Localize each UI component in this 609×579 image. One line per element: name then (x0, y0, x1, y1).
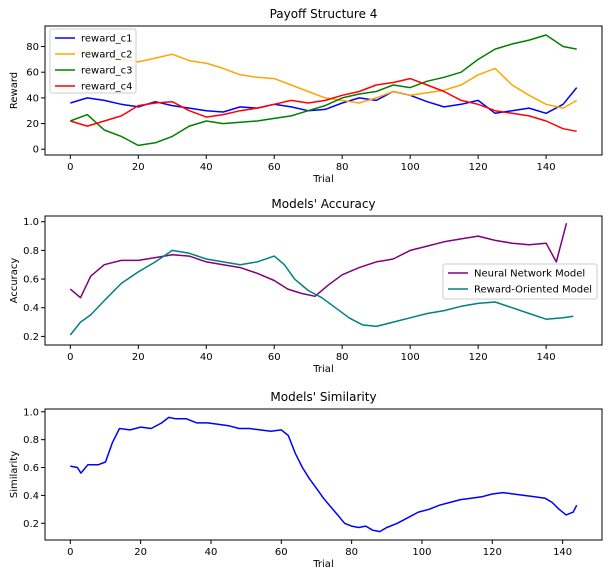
y-tick-label: 0.2 (23, 332, 39, 343)
x-tick-label: 80 (336, 162, 349, 173)
y-axis-label: Similarity (9, 451, 20, 498)
x-tick-label: 100 (401, 162, 420, 173)
series-line-1-0 (69, 223, 568, 299)
x-tick-label: 40 (200, 162, 213, 173)
legend-label: Reward-Oriented Model (474, 285, 592, 296)
y-tick-label: 1.0 (23, 217, 39, 228)
y-tick-label: 0.4 (23, 303, 39, 314)
axes-frame (44, 25, 603, 156)
y-tick-label: 0.8 (23, 435, 39, 446)
y-tick-label: 0.2 (23, 519, 39, 530)
y-tick-label: 0.6 (23, 463, 39, 474)
x-tick-label: 140 (537, 352, 556, 363)
axes-frame (44, 408, 603, 541)
y-tick-label: 60 (26, 68, 39, 79)
x-tick-label: 60 (268, 352, 281, 363)
legend-box (49, 28, 137, 94)
y-axis-label: Reward (9, 72, 20, 109)
x-tick-label: 20 (132, 352, 145, 363)
x-tick-label: 0 (67, 352, 73, 363)
series-line-0-0 (70, 87, 578, 115)
x-tick-label: 120 (469, 162, 488, 173)
x-tick-label: 80 (336, 352, 349, 363)
x-tick-label: 40 (200, 352, 213, 363)
legend: reward_c1 reward_c2 reward_c3 reward_c4 (49, 28, 137, 94)
x-tick-label: 0 (67, 162, 73, 173)
y-tick-label: 40 (26, 93, 39, 104)
x-tick-label: 120 (483, 547, 502, 558)
x-axis-label: Trial (312, 559, 333, 570)
x-tick-label: 20 (134, 547, 147, 558)
y-tick-label: 0 (33, 145, 39, 156)
chart-title: Models' Similarity (270, 390, 376, 404)
legend-label: reward_c1 (81, 34, 133, 45)
x-tick-label: 140 (537, 162, 556, 173)
y-tick-label: 0.6 (23, 275, 39, 286)
x-axis-label: Trial (312, 174, 333, 185)
legend-box (442, 263, 598, 300)
x-tick-label: 60 (275, 547, 288, 558)
plot-models-accuracy: 0 20 40 60 80 100 120 140 0.2 0.4 0.6 0.8 1.0 Models'… (9, 197, 603, 375)
y-tick-label: 1.0 (23, 407, 39, 418)
series-line-0-1 (70, 49, 578, 109)
y-tick-label: 0.8 (23, 246, 39, 257)
legend-label: reward_c2 (81, 50, 133, 61)
x-tick-label: 80 (345, 547, 358, 558)
y-axis-label: Accuracy (9, 258, 20, 304)
series-line-1-1 (69, 249, 574, 336)
x-tick-label: 100 (401, 352, 420, 363)
axes-frame (44, 215, 603, 346)
x-tick-label: 40 (205, 547, 218, 558)
x-tick-label: 140 (553, 547, 572, 558)
y-tick-label: 20 (26, 119, 39, 130)
x-tick-label: 100 (412, 547, 431, 558)
y-tick-label: 0.4 (23, 491, 39, 502)
series-line-0-3 (70, 77, 577, 133)
chart-title: Models' Accuracy (271, 197, 375, 211)
plot-payoff-structure: 0 20 40 60 80 100 120 140 0 20 40 60 80 Payoff Struct… (9, 7, 603, 185)
legend-label: Neural Network Model (474, 269, 585, 280)
x-axis-label: Trial (312, 364, 333, 375)
y-tick-label: 80 (26, 42, 39, 53)
legend: Neural Network Model Reward-Oriented Mode… (442, 263, 598, 300)
plot-models-similarity: 0 20 40 60 80 100 120 140 0.2 0.4 0.6 0.8 1.0 Models'… (9, 390, 603, 570)
x-tick-label: 60 (268, 162, 281, 173)
series-line-2-0 (70, 416, 578, 533)
legend-label: reward_c3 (81, 66, 133, 77)
x-tick-label: 0 (67, 547, 73, 558)
chart-title: Payoff Structure 4 (270, 7, 378, 21)
x-tick-label: 20 (132, 162, 145, 173)
series-line-0-2 (70, 34, 577, 147)
legend-label: reward_c4 (81, 82, 133, 93)
x-tick-label: 120 (469, 352, 488, 363)
